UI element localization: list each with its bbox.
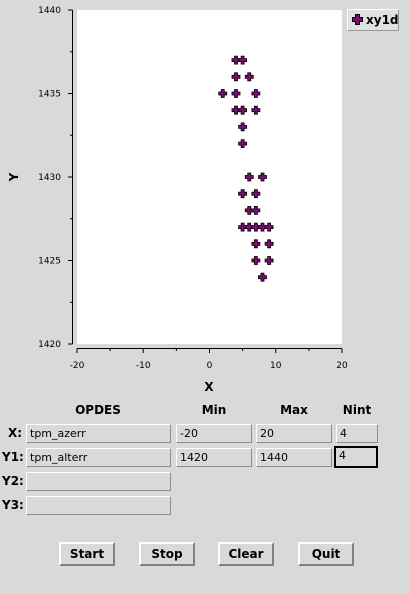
data-point — [244, 222, 254, 232]
x-opdes-field[interactable]: tpm_azerr — [26, 424, 171, 443]
data-point — [251, 222, 261, 232]
data-points — [218, 55, 274, 282]
x-nint-field[interactable]: 4 — [336, 424, 378, 443]
x-tick-label: -10 — [136, 361, 151, 371]
header-min: Min — [201, 403, 227, 417]
data-point — [264, 256, 274, 265]
scatter-plot: -20 -10 0 10 20 1420 1425 1430 1435 1440 X Y — [7, 6, 348, 394]
data-point — [238, 55, 248, 65]
y-tick-label: 1435 — [38, 90, 61, 100]
header-opdes: OPDES — [75, 403, 121, 417]
data-point — [238, 105, 248, 115]
data-point — [238, 189, 248, 199]
row-y3-label: Y3: — [2, 498, 24, 512]
y-axis-ticks: 1420 1425 1430 1435 1440 — [38, 6, 73, 350]
x-axis-ticks: -20 -10 0 10 20 — [70, 348, 348, 371]
data-point — [251, 105, 261, 115]
y2-opdes-field[interactable] — [26, 472, 171, 491]
data-point — [258, 272, 267, 282]
legend-label: xy1d — [366, 13, 399, 27]
data-point — [251, 189, 261, 199]
x-axis-label: X — [204, 380, 214, 394]
legend-marker-icon — [352, 14, 363, 25]
data-point — [231, 105, 241, 115]
data-point — [244, 172, 254, 182]
data-point — [231, 72, 241, 82]
x-tick-label: -20 — [70, 361, 85, 371]
data-point — [258, 172, 267, 182]
stop-button[interactable]: Stop — [139, 542, 195, 566]
data-point — [251, 206, 261, 215]
x-min-field[interactable]: -20 — [176, 424, 252, 443]
data-point — [244, 72, 254, 82]
data-point — [231, 89, 241, 98]
data-point — [264, 239, 274, 249]
row-y2-label: Y2: — [2, 474, 24, 488]
row-x-label: X: — [8, 426, 23, 440]
start-button[interactable]: Start — [59, 542, 115, 566]
data-point — [238, 222, 248, 232]
data-point — [258, 222, 267, 232]
y3-opdes-field[interactable] — [26, 496, 171, 515]
plot-area — [77, 10, 342, 344]
header-nint: Nint — [342, 403, 372, 417]
y1-min-field[interactable]: 1420 — [176, 448, 252, 467]
row-y1-label: Y1: — [2, 450, 24, 464]
data-point — [251, 239, 261, 249]
x-tick-label: 0 — [207, 361, 213, 371]
quit-button[interactable]: Quit — [298, 542, 354, 566]
y1-max-field[interactable]: 1440 — [256, 448, 332, 467]
y-tick-label: 1425 — [38, 257, 61, 267]
y1-opdes-field[interactable]: tpm_alterr — [26, 448, 171, 467]
x-tick-label: 10 — [270, 361, 282, 371]
data-point — [238, 122, 248, 132]
data-point — [244, 206, 254, 215]
header-max: Max — [280, 403, 308, 417]
x-max-field[interactable]: 20 — [256, 424, 332, 443]
y-tick-label: 1420 — [38, 340, 61, 350]
y-tick-label: 1430 — [38, 173, 61, 183]
data-point — [238, 139, 248, 148]
data-point — [264, 222, 274, 232]
y1-nint-field[interactable]: 4 — [334, 446, 378, 468]
data-point — [251, 256, 261, 265]
data-point — [251, 89, 261, 98]
clear-button[interactable]: Clear — [218, 542, 274, 566]
data-point — [218, 89, 228, 98]
data-point — [231, 55, 241, 65]
legend: xy1d — [347, 9, 399, 31]
y-tick-label: 1440 — [38, 6, 61, 16]
x-tick-label: 20 — [336, 361, 348, 371]
y-axis-label: Y — [7, 172, 21, 182]
